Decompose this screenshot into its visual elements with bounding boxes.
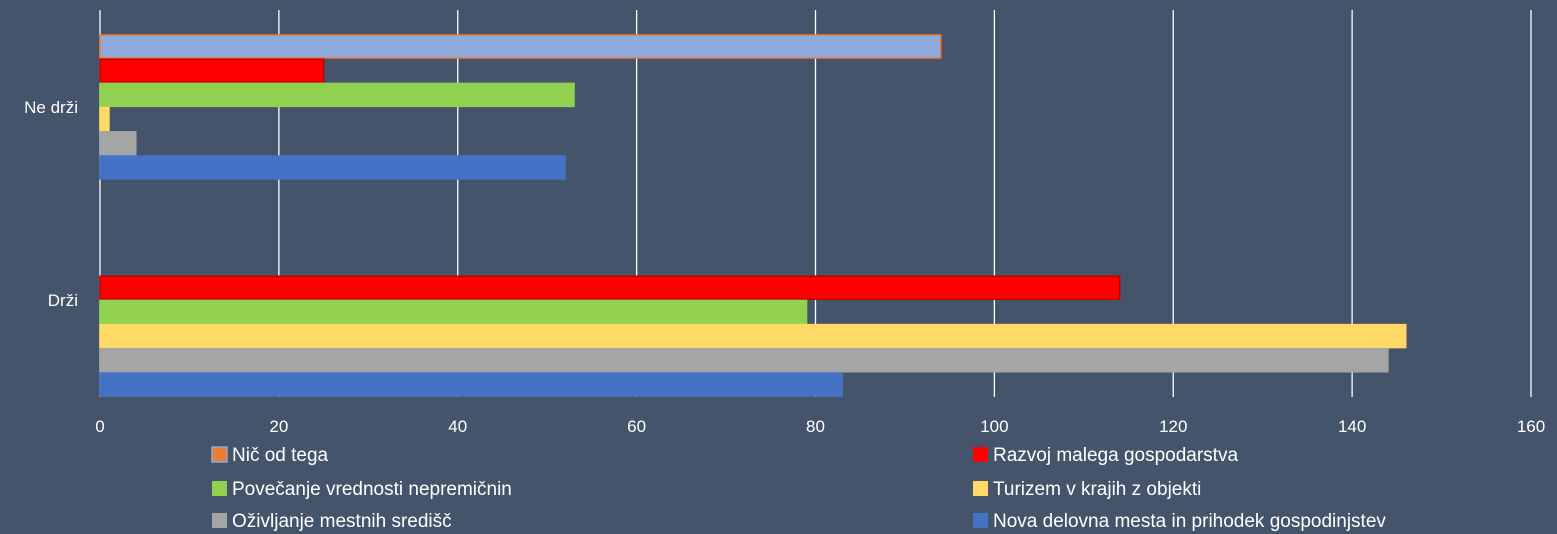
legend-swatch	[973, 447, 988, 462]
legend: Nič od tega Razvoj malega gospodarstva Pov…	[211, 445, 1386, 532]
legend-label: Nova delovna mesta in prihodek gospodinj…	[993, 511, 1386, 532]
legend-item: Povečanje vrednosti nepremičnin	[212, 479, 512, 500]
x-tick-label: 80	[806, 417, 825, 436]
bar-ne-drzi-series-3	[99, 106, 110, 132]
category-label: Ne drži	[24, 98, 78, 117]
x-tick-label: 100	[980, 417, 1008, 436]
legend-swatch	[211, 446, 228, 463]
legend-item: Razvoj malega gospodarstva	[973, 445, 1238, 466]
x-tick-label: 160	[1517, 417, 1545, 436]
x-tick-label: 140	[1338, 417, 1366, 436]
bar-ne-drzi-series-1	[99, 58, 325, 83]
bar-ne-drzi-series-4	[99, 131, 137, 156]
bars	[99, 34, 1407, 397]
legend-swatch	[212, 481, 227, 496]
x-tick-label: 40	[448, 417, 467, 436]
legend-item: Nova delovna mesta in prihodek gospodinj…	[973, 511, 1386, 532]
bar-ne-drzi-series-2	[99, 82, 575, 108]
legend-item: Oživljanje mestnih središč	[212, 511, 452, 532]
x-tick-label: 20	[269, 417, 288, 436]
legend-item: Turizem v krajih z objekti	[973, 479, 1201, 500]
x-tick-label: 60	[627, 417, 646, 436]
bar-ne-drzi-series-5	[99, 155, 566, 180]
x-tick-label: 0	[95, 417, 104, 436]
x-tick-label: 120	[1159, 417, 1187, 436]
legend-label: Nič od tega	[232, 445, 329, 466]
legend-label: Turizem v krajih z objekti	[993, 479, 1201, 500]
legend-label: Razvoj malega gospodarstva	[993, 445, 1238, 466]
bar-ne-drzi-series-0	[99, 34, 942, 59]
y-axis-categories: Ne drži Drži	[24, 98, 78, 310]
bar-drzi-series-4	[99, 348, 1389, 373]
category-label: Drži	[48, 291, 78, 310]
x-axis-ticks: 0 20 40 60 80 100 120 140 160	[95, 417, 1545, 436]
legend-label: Povečanje vrednosti nepremičnin	[232, 479, 512, 500]
legend-label: Oživljanje mestnih središč	[232, 511, 452, 532]
bar-drzi-series-2	[99, 299, 808, 325]
legend-swatch	[973, 481, 988, 496]
bar-drzi-series-1	[99, 275, 1121, 300]
bar-drzi-series-5	[99, 372, 844, 397]
legend-swatch	[212, 513, 227, 528]
legend-item: Nič od tega	[211, 445, 329, 466]
bar-drzi-series-3	[99, 323, 1407, 349]
legend-swatch	[973, 513, 988, 528]
